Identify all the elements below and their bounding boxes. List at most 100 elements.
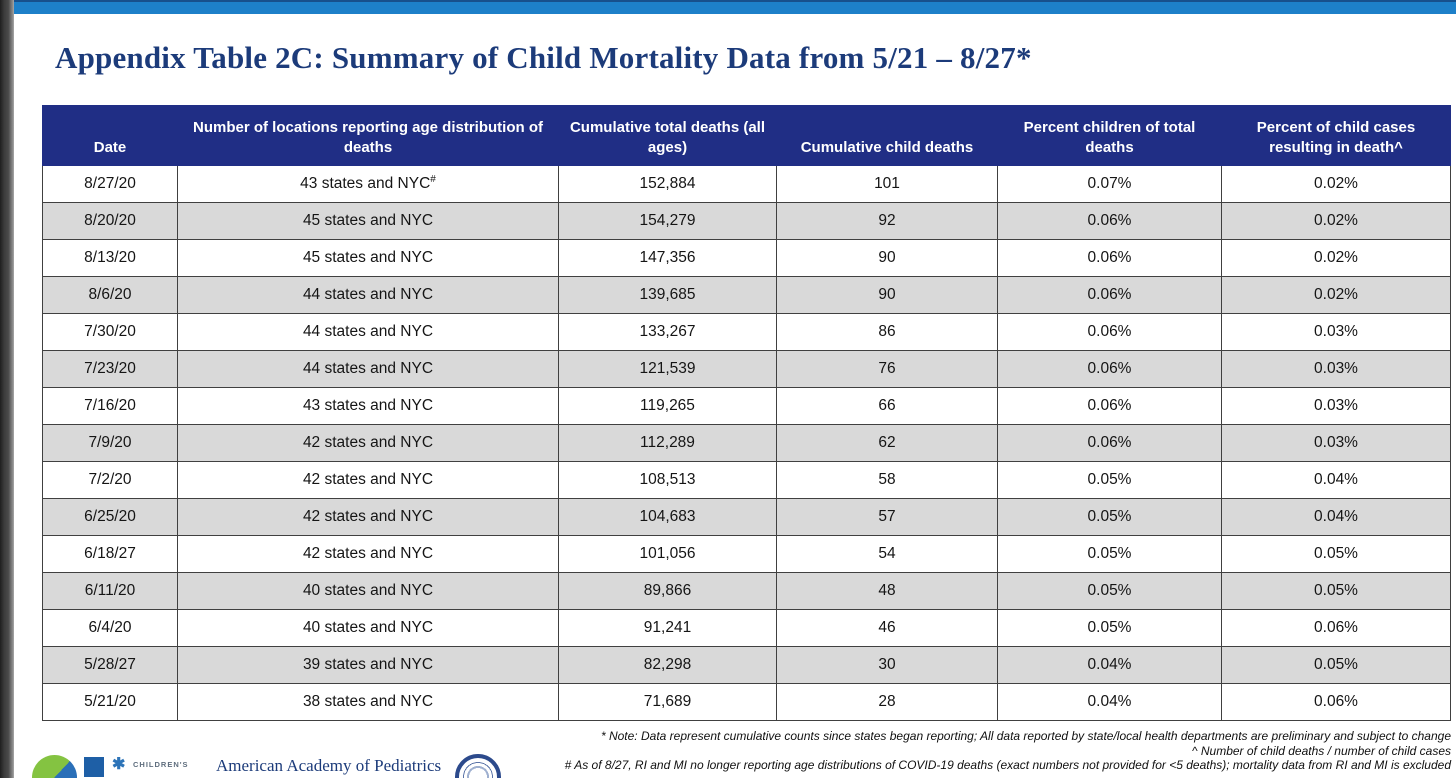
column-header-total-deaths: Cumulative total deaths (all ages) xyxy=(558,105,777,166)
aap-logo-text: American Academy of Pediatrics xyxy=(216,756,442,775)
cell-total_deaths: 71,689 xyxy=(558,683,777,721)
cell-child_deaths: 48 xyxy=(776,572,998,610)
cell-child_deaths: 46 xyxy=(776,609,998,647)
footnotes: * Note: Data represent cumulative counts… xyxy=(501,729,1451,773)
cell-child_deaths: 57 xyxy=(776,498,998,536)
cell-total_deaths: 101,056 xyxy=(558,535,777,573)
column-header-date: Date xyxy=(42,105,178,166)
cell-pct_child_cases_resulting_in_death: 0.02% xyxy=(1221,239,1451,277)
cell-locations: 42 states and NYC xyxy=(177,535,559,573)
cell-pct_child_cases_resulting_in_death: 0.03% xyxy=(1221,313,1451,351)
cell-pct_child_cases_resulting_in_death: 0.04% xyxy=(1221,461,1451,499)
cell-date: 6/11/20 xyxy=(42,572,178,610)
cell-locations: 38 states and NYC xyxy=(177,683,559,721)
cell-pct_child_cases_resulting_in_death: 0.06% xyxy=(1221,683,1451,721)
cell-child_deaths: 90 xyxy=(776,239,998,277)
cell-locations: 45 states and NYC xyxy=(177,202,559,240)
cell-locations: 44 states and NYC xyxy=(177,350,559,388)
cell-date: 6/25/20 xyxy=(42,498,178,536)
cell-locations: 40 states and NYC xyxy=(177,572,559,610)
cell-locations: 44 states and NYC xyxy=(177,276,559,314)
cell-date: 6/4/20 xyxy=(42,609,178,647)
cell-date: 7/23/20 xyxy=(42,350,178,388)
cell-pct_children_of_total_deaths: 0.05% xyxy=(997,572,1222,610)
cell-pct_child_cases_resulting_in_death: 0.06% xyxy=(1221,609,1451,647)
cell-child_deaths: 28 xyxy=(776,683,998,721)
cell-date: 8/6/20 xyxy=(42,276,178,314)
cell-locations: 42 states and NYC xyxy=(177,498,559,536)
cell-child_deaths: 62 xyxy=(776,424,998,462)
cell-total_deaths: 152,884 xyxy=(558,165,777,203)
aap-seal-icon xyxy=(455,754,501,778)
table-header: Date Number of locations reporting age d… xyxy=(42,105,1451,166)
cell-pct_children_of_total_deaths: 0.05% xyxy=(997,461,1222,499)
cell-date: 5/28/27 xyxy=(42,646,178,684)
cell-locations: 42 states and NYC xyxy=(177,461,559,499)
cell-pct_children_of_total_deaths: 0.06% xyxy=(997,387,1222,425)
cell-total_deaths: 139,685 xyxy=(558,276,777,314)
cell-child_deaths: 30 xyxy=(776,646,998,684)
table-row: 8/13/20 45 states and NYC 147,356 90 0.06% 0.… xyxy=(42,239,1451,277)
cell-total_deaths: 82,298 xyxy=(558,646,777,684)
childrens-logo-label: CHILDREN'S xyxy=(133,760,189,769)
cell-total_deaths: 133,267 xyxy=(558,313,777,351)
cell-child_deaths: 66 xyxy=(776,387,998,425)
cell-pct_children_of_total_deaths: 0.07% xyxy=(997,165,1222,203)
cell-child_deaths: 101 xyxy=(776,165,998,203)
footnote-marker: # xyxy=(430,173,436,185)
table-row: 6/11/20 40 states and NYC 89,866 48 0.05% 0.0… xyxy=(42,572,1451,610)
table-row: 7/2/20 42 states and NYC 108,513 58 0.05% 0.0… xyxy=(42,461,1451,499)
cell-pct_child_cases_resulting_in_death: 0.05% xyxy=(1221,535,1451,573)
cell-pct_child_cases_resulting_in_death: 0.03% xyxy=(1221,350,1451,388)
cell-date: 7/9/20 xyxy=(42,424,178,462)
cell-pct_child_cases_resulting_in_death: 0.02% xyxy=(1221,276,1451,314)
cell-child_deaths: 54 xyxy=(776,535,998,573)
table-row: 8/20/20 45 states and NYC 154,279 92 0.06% 0.… xyxy=(42,202,1451,240)
table-row: 7/23/20 44 states and NYC 121,539 76 0.06% 0.… xyxy=(42,350,1451,388)
cell-pct_child_cases_resulting_in_death: 0.04% xyxy=(1221,498,1451,536)
cell-pct_child_cases_resulting_in_death: 0.02% xyxy=(1221,165,1451,203)
cell-pct_children_of_total_deaths: 0.06% xyxy=(997,276,1222,314)
column-header-locations: Number of locations reporting age distri… xyxy=(177,105,559,166)
table-row: 8/27/20 43 states and NYC# 152,884 101 0.07%… xyxy=(42,165,1451,203)
table-row: 7/16/20 43 states and NYC 119,265 66 0.06% 0.… xyxy=(42,387,1451,425)
cell-pct_child_cases_resulting_in_death: 0.05% xyxy=(1221,646,1451,684)
table-body: 8/27/20 43 states and NYC # 152,884 101 0.07%… xyxy=(42,165,1451,721)
cell-pct_children_of_total_deaths: 0.05% xyxy=(997,498,1222,536)
cell-total_deaths: 91,241 xyxy=(558,609,777,647)
cell-locations: 44 states and NYC xyxy=(177,313,559,351)
footer-logos: ✱ CHILDREN'S American Academy of Pediatr… xyxy=(14,752,574,778)
pie-logo-icon xyxy=(32,755,77,778)
table-row: 5/21/20 38 states and NYC 71,689 28 0.04% 0.0… xyxy=(42,683,1451,721)
cell-total_deaths: 108,513 xyxy=(558,461,777,499)
table-row: 6/25/20 42 states and NYC 104,683 57 0.05% 0.… xyxy=(42,498,1451,536)
cell-date: 7/16/20 xyxy=(42,387,178,425)
cell-pct_children_of_total_deaths: 0.06% xyxy=(997,424,1222,462)
cell-total_deaths: 154,279 xyxy=(558,202,777,240)
cell-pct_children_of_total_deaths: 0.06% xyxy=(997,350,1222,388)
column-header-pct-children-of-total: Percent children of total deaths xyxy=(997,105,1222,166)
cell-date: 7/2/20 xyxy=(42,461,178,499)
cell-child_deaths: 58 xyxy=(776,461,998,499)
window-edge xyxy=(0,0,14,778)
cell-pct_children_of_total_deaths: 0.05% xyxy=(997,535,1222,573)
cell-locations: 39 states and NYC xyxy=(177,646,559,684)
cell-locations: 43 states and NYC xyxy=(177,387,559,425)
cell-pct_children_of_total_deaths: 0.06% xyxy=(997,239,1222,277)
cell-pct_children_of_total_deaths: 0.04% xyxy=(997,683,1222,721)
table-row: 7/9/20 42 states and NYC 112,289 62 0.06% 0.0… xyxy=(42,424,1451,462)
cell-date: 8/27/20 xyxy=(42,165,178,203)
cell-child_deaths: 86 xyxy=(776,313,998,351)
cell-locations: 45 states and NYC xyxy=(177,239,559,277)
table-row: 6/18/27 42 states and NYC 101,056 54 0.05% 0.… xyxy=(42,535,1451,573)
table-row: 8/6/20 44 states and NYC 139,685 90 0.06% 0.0… xyxy=(42,276,1451,314)
cell-child_deaths: 90 xyxy=(776,276,998,314)
footnote-caret: ^ Number of child deaths / number of chi… xyxy=(1191,743,1451,758)
cell-locations: 42 states and NYC xyxy=(177,424,559,462)
cell-total_deaths: 121,539 xyxy=(558,350,777,388)
cell-pct_children_of_total_deaths: 0.06% xyxy=(997,202,1222,240)
cell-child_deaths: 92 xyxy=(776,202,998,240)
childrens-logo-icon: ✱ xyxy=(112,756,126,773)
page-title: Appendix Table 2C: Summary of Child Mort… xyxy=(55,40,1032,75)
header-row: Date Number of locations reporting age d… xyxy=(42,105,1451,166)
